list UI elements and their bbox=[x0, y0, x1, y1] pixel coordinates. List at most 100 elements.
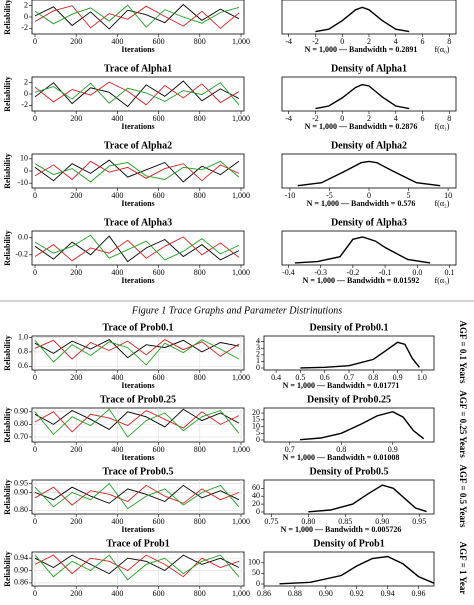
x-tick-label: 800 bbox=[194, 373, 206, 382]
x-tick-label: 600 bbox=[153, 268, 165, 277]
x-tick-label: 6 bbox=[421, 37, 425, 46]
x-tick-label: 600 bbox=[153, 589, 165, 598]
x-tick-label: 200 bbox=[70, 191, 82, 200]
x-tick-label: 10 bbox=[444, 191, 452, 200]
x-tick-label: -0.2 bbox=[347, 268, 360, 277]
x-tick-label: 400 bbox=[111, 268, 123, 277]
x-tick-label: 0.75 bbox=[264, 517, 278, 526]
x-tick-label: -5 bbox=[326, 191, 333, 200]
y-tick-label: 10 bbox=[252, 421, 260, 430]
plot-frame bbox=[263, 551, 435, 587]
x-tick-label: -0.3 bbox=[314, 268, 327, 277]
density-note: N = 1,000 — Bandwidth = 0.01592 bbox=[303, 276, 420, 285]
x-tick-label: 200 bbox=[70, 445, 82, 454]
x-axis-label: Iterations bbox=[121, 276, 154, 285]
y-tick-label: 0 bbox=[256, 363, 260, 372]
trace-line bbox=[34, 484, 240, 506]
y-tick-label: 0.70 bbox=[14, 432, 28, 441]
trace-line bbox=[34, 408, 240, 438]
trace-line bbox=[34, 235, 240, 263]
panel-title: Trace of Alpha2 bbox=[104, 140, 172, 151]
trace-line bbox=[34, 82, 240, 106]
x-tick-label: -10 bbox=[285, 191, 296, 200]
y-axis-label: Reliability bbox=[3, 335, 12, 371]
y-tick-label: 0 bbox=[256, 435, 260, 444]
x-tick-label: 0.7 bbox=[285, 445, 295, 454]
side-label: AGF = 0.1 Years bbox=[458, 321, 468, 384]
x-tick-label: 0.94 bbox=[381, 589, 395, 598]
x-axis-label: Iterations bbox=[121, 381, 154, 390]
y-tick-label: 0.0 bbox=[18, 233, 28, 242]
x-tick-label: 600 bbox=[153, 373, 165, 382]
density-curve bbox=[297, 160, 441, 187]
x-tick-label: 0.88 bbox=[288, 589, 302, 598]
x-tick-label: 800 bbox=[194, 589, 206, 598]
plot-frame bbox=[281, 0, 457, 35]
x-tick-label: -2 bbox=[312, 37, 319, 46]
x-tick-label: 4 bbox=[394, 114, 398, 123]
x-tick-label: 200 bbox=[70, 517, 82, 526]
y-tick-label: 2 bbox=[24, 77, 28, 86]
x-tick-label: -4 bbox=[285, 37, 292, 46]
density-curve bbox=[315, 83, 410, 110]
density-note: N = 1,000 — Bandwidth = 0.01771 bbox=[283, 381, 400, 390]
x-tick-label: 0.85 bbox=[338, 517, 352, 526]
x-tick-label: 200 bbox=[70, 37, 82, 46]
y-tick-label: 1 bbox=[256, 356, 260, 365]
y-tick-label: 0.8 bbox=[18, 347, 28, 356]
x-tick-label: 0 bbox=[33, 445, 37, 454]
x-tick-label: 1,000 bbox=[232, 589, 250, 598]
x-tick-label: -4 bbox=[285, 114, 292, 123]
density-x-label: f(α₁) bbox=[435, 122, 450, 131]
density-curve bbox=[308, 484, 427, 513]
density-curve bbox=[315, 6, 410, 33]
x-tick-label: 200 bbox=[70, 373, 82, 382]
density-note: N = 1,000 — Bandwidth = 0.005726 bbox=[281, 525, 402, 534]
y-axis-label: Reliability bbox=[3, 407, 12, 443]
panel-title: Trace of Prob0.25 bbox=[100, 394, 176, 405]
x-tick-label: 0.8 bbox=[336, 445, 346, 454]
x-tick-label: 0.8 bbox=[368, 373, 378, 382]
x-tick-label: 600 bbox=[153, 445, 165, 454]
x-tick-label: 8 bbox=[447, 37, 451, 46]
x-tick-label: 2 bbox=[367, 37, 371, 46]
x-tick-label: 0.9 bbox=[388, 445, 398, 454]
x-tick-label: 800 bbox=[194, 114, 206, 123]
y-tick-label: 0.86 bbox=[14, 578, 28, 587]
x-tick-label: 0 bbox=[33, 114, 37, 123]
y-axis-label: Reliability bbox=[3, 153, 12, 189]
trace-line bbox=[34, 482, 240, 510]
y-tick-label: 60 bbox=[252, 483, 260, 492]
x-tick-label: 0.6 bbox=[320, 373, 330, 382]
y-tick-label: 0.80 bbox=[14, 505, 28, 514]
panel-title: Density of Alpha1 bbox=[331, 63, 407, 74]
x-tick-label: 800 bbox=[194, 517, 206, 526]
trace-line bbox=[34, 554, 240, 578]
x-tick-label: 600 bbox=[153, 37, 165, 46]
y-tick-label: -2 bbox=[21, 100, 28, 109]
density-note: N = 1,000 — Bandwidth = 0.576 bbox=[307, 199, 416, 208]
x-tick-label: 2 bbox=[367, 114, 371, 123]
x-tick-label: 200 bbox=[70, 589, 82, 598]
x-tick-label: 0 bbox=[33, 373, 37, 382]
y-axis-label: Reliability bbox=[3, 479, 12, 515]
x-tick-label: 400 bbox=[111, 517, 123, 526]
y-tick-label: 0 bbox=[256, 507, 260, 516]
panel-title: Density of Alpha3 bbox=[331, 217, 407, 228]
x-tick-label: 5 bbox=[407, 191, 411, 200]
x-tick-label: 600 bbox=[153, 191, 165, 200]
density-curve bbox=[279, 555, 435, 585]
plot-frame bbox=[281, 76, 457, 112]
x-tick-label: -0.1 bbox=[379, 268, 392, 277]
x-axis-label: Iterations bbox=[121, 199, 154, 208]
x-tick-label: 1,000 bbox=[232, 268, 250, 277]
trace-line bbox=[34, 409, 240, 433]
y-tick-label: -0.2 bbox=[15, 250, 28, 259]
x-tick-label: 0 bbox=[367, 191, 371, 200]
y-axis-label: Reliability bbox=[3, 0, 12, 35]
x-tick-label: 1,000 bbox=[232, 37, 250, 46]
y-axis-label: Reliability bbox=[3, 230, 12, 266]
x-tick-label: 600 bbox=[153, 517, 165, 526]
x-tick-label: 1.0 bbox=[417, 373, 427, 382]
x-tick-label: 6 bbox=[421, 114, 425, 123]
